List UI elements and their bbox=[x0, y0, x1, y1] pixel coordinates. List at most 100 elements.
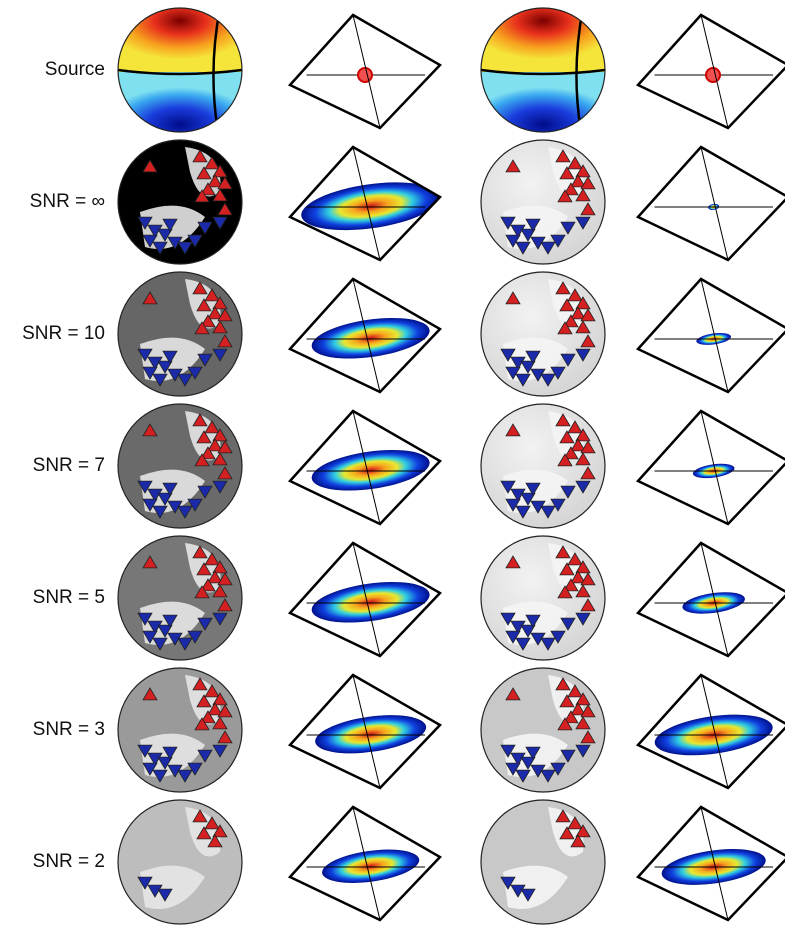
station-up bbox=[192, 545, 208, 559]
station-up bbox=[575, 428, 591, 442]
station-down bbox=[550, 366, 566, 380]
station-up bbox=[575, 824, 591, 838]
diamond-fill bbox=[306, 849, 425, 883]
station-down bbox=[560, 617, 576, 631]
station-up bbox=[580, 202, 596, 216]
station-up bbox=[570, 702, 586, 716]
station-down bbox=[500, 216, 516, 230]
station-up bbox=[505, 687, 521, 701]
row: SNR = ∞ bbox=[30, 139, 785, 265]
diamond-fill bbox=[654, 332, 773, 345]
station-up bbox=[212, 716, 228, 730]
station-down bbox=[510, 884, 526, 898]
station-up bbox=[196, 694, 212, 708]
station-up bbox=[217, 334, 233, 348]
diamond-outline bbox=[635, 145, 785, 262]
row-label: SNR = 3 bbox=[33, 719, 105, 740]
station-up bbox=[204, 552, 220, 566]
station-down bbox=[540, 241, 556, 255]
sphere-outline bbox=[117, 403, 243, 529]
density bbox=[311, 317, 430, 359]
station-up bbox=[192, 809, 208, 823]
station-down bbox=[157, 228, 173, 242]
density bbox=[301, 182, 440, 231]
station-up bbox=[194, 189, 210, 203]
station-up bbox=[570, 570, 586, 584]
station-down bbox=[212, 216, 228, 230]
sphere-outline bbox=[480, 667, 606, 793]
station-down bbox=[510, 356, 526, 370]
sphere-outline bbox=[117, 7, 243, 133]
station-up bbox=[559, 166, 575, 180]
sphere-outline bbox=[117, 271, 243, 397]
diamond-axis bbox=[700, 14, 729, 129]
station-down bbox=[520, 228, 536, 242]
station-up bbox=[142, 555, 158, 569]
station-down bbox=[515, 373, 531, 387]
station-up bbox=[580, 704, 596, 718]
nodal-plane bbox=[118, 68, 242, 76]
station-up bbox=[580, 308, 596, 322]
hemisphere bbox=[481, 8, 605, 72]
station-up bbox=[567, 156, 583, 170]
station-up bbox=[212, 560, 228, 574]
diamond-fill bbox=[654, 203, 773, 211]
sphere-bg bbox=[118, 800, 242, 924]
sphere-outline bbox=[117, 799, 243, 925]
station-up bbox=[557, 453, 573, 467]
station-up bbox=[207, 306, 223, 320]
station-down bbox=[137, 480, 153, 494]
station-up bbox=[194, 717, 210, 731]
station-down bbox=[560, 221, 576, 235]
station-down bbox=[515, 505, 531, 519]
diamond-axis bbox=[352, 674, 381, 789]
station-up bbox=[192, 281, 208, 295]
station-up bbox=[212, 296, 228, 310]
station-down bbox=[142, 630, 158, 644]
station-up bbox=[555, 281, 571, 295]
station-up bbox=[196, 166, 212, 180]
station-down bbox=[152, 769, 168, 783]
station-up bbox=[580, 440, 596, 454]
station-down bbox=[187, 630, 203, 644]
station-down bbox=[177, 373, 193, 387]
station-down bbox=[147, 488, 163, 502]
station-down bbox=[137, 744, 153, 758]
station-up bbox=[142, 423, 158, 437]
station-down bbox=[142, 366, 158, 380]
sphere-outline bbox=[480, 799, 606, 925]
station-up bbox=[563, 710, 579, 724]
row-label: SNR = 10 bbox=[22, 323, 105, 344]
station-up bbox=[563, 578, 579, 592]
station-down bbox=[187, 498, 203, 512]
station-up bbox=[575, 320, 591, 334]
station-down bbox=[157, 624, 173, 638]
station-up bbox=[555, 809, 571, 823]
station-up bbox=[204, 156, 220, 170]
station-down bbox=[162, 350, 178, 364]
station-down bbox=[177, 769, 193, 783]
station-up bbox=[212, 164, 228, 178]
station-down bbox=[157, 360, 173, 374]
station-up bbox=[559, 826, 575, 840]
station-up bbox=[192, 413, 208, 427]
nodal-plane bbox=[481, 68, 605, 76]
station-up bbox=[217, 176, 233, 190]
sphere-outline bbox=[480, 535, 606, 661]
station-down bbox=[212, 744, 228, 758]
station-down bbox=[575, 348, 591, 362]
station-up bbox=[217, 730, 233, 744]
station-up bbox=[575, 584, 591, 598]
source-marker bbox=[705, 67, 721, 83]
station-down bbox=[157, 756, 173, 770]
station-up bbox=[575, 716, 591, 730]
station-down bbox=[515, 769, 531, 783]
diamond-axis bbox=[700, 410, 729, 525]
patch bbox=[140, 865, 205, 909]
station-down bbox=[142, 762, 158, 776]
station-down bbox=[575, 216, 591, 230]
diamond-axis bbox=[700, 806, 729, 921]
sphere-outline bbox=[117, 667, 243, 793]
sphere-fill bbox=[481, 800, 605, 924]
station-down bbox=[177, 241, 193, 255]
